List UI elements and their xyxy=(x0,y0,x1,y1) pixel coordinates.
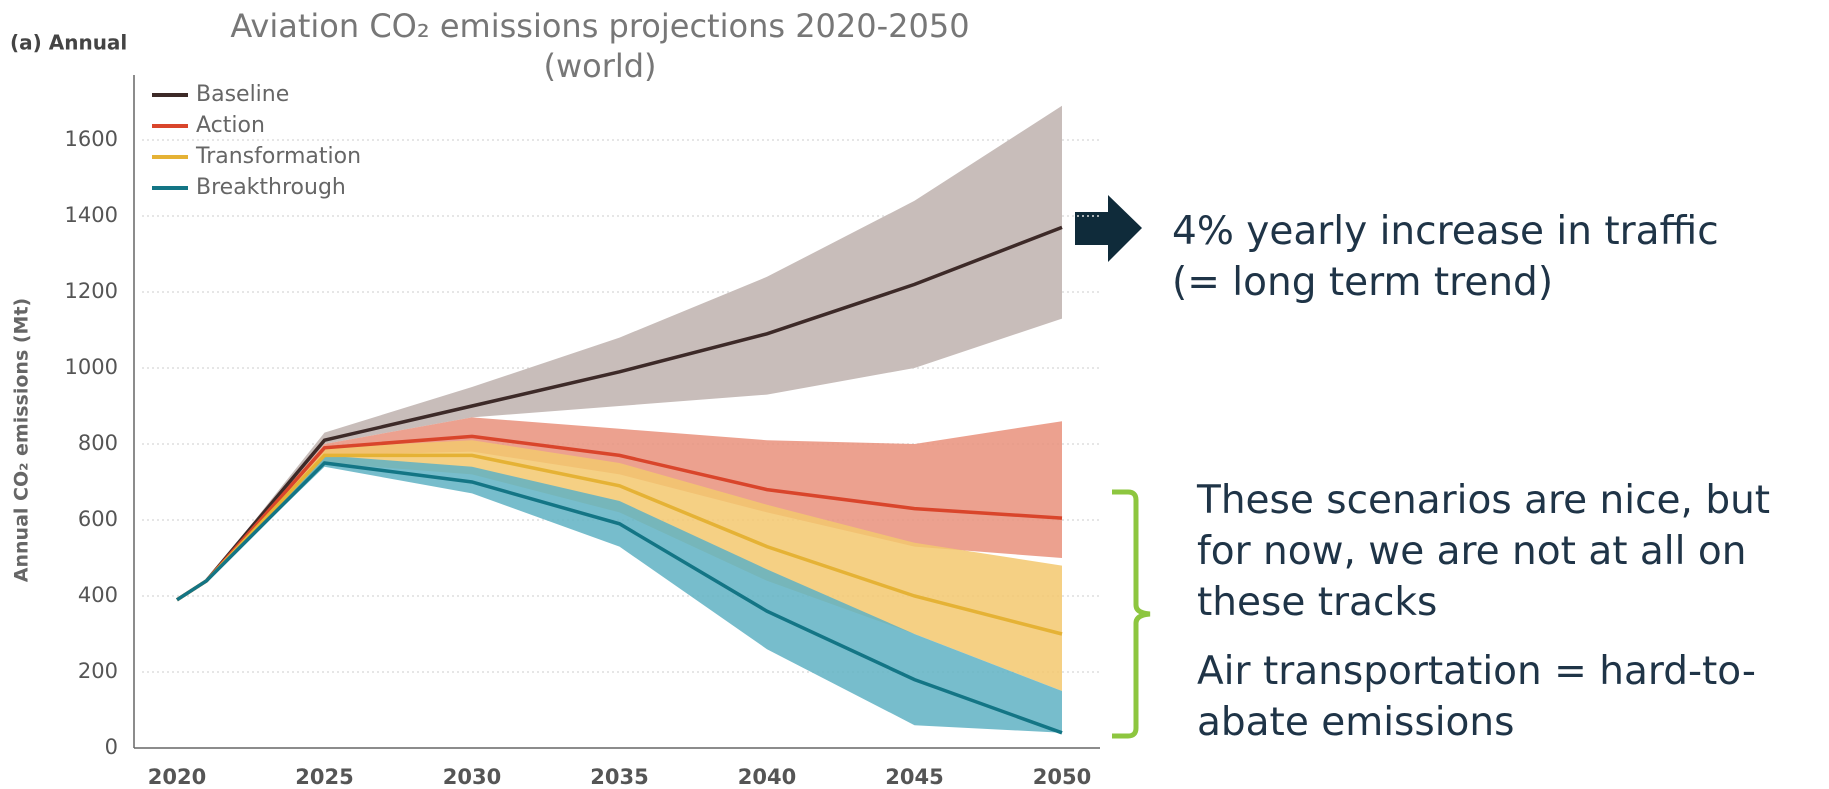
y-tick-label: 1400 xyxy=(65,203,118,227)
y-tick-label: 1200 xyxy=(65,279,118,303)
y-tick-label: 0 xyxy=(105,735,118,759)
y-axis-label: Annual CO₂ emissions (Mt) xyxy=(11,298,33,582)
legend-label: Breakthrough xyxy=(196,175,346,200)
chart-title: Aviation CO₂ emissions projections 2020-… xyxy=(230,7,970,85)
y-tick-label: 1000 xyxy=(65,355,118,379)
annotation: These scenarios are nice, but for now, w… xyxy=(1197,478,1771,625)
x-tick-label: 2035 xyxy=(590,765,648,789)
line xyxy=(176,461,1063,735)
y-tick-label: 600 xyxy=(78,507,118,531)
y-tick-label: 200 xyxy=(78,659,118,683)
band xyxy=(177,440,1062,691)
x-tick-label: 2020 xyxy=(148,765,206,789)
annotation: Air transportation = hard-to-abate emiss… xyxy=(1197,649,1756,745)
y-tick-label: 1600 xyxy=(65,127,118,151)
legend-label: Baseline xyxy=(196,82,289,107)
x-tick-label: 2040 xyxy=(738,765,796,789)
band xyxy=(177,105,1062,600)
y-tick-label: 800 xyxy=(78,431,118,455)
annotation: 4% yearly increase in traffic (= long te… xyxy=(1172,209,1719,305)
x-tick-label: 2030 xyxy=(443,765,501,789)
legend-label: Action xyxy=(196,113,265,138)
x-tick-label: 2045 xyxy=(885,765,943,789)
arrow xyxy=(1075,195,1142,262)
band xyxy=(177,417,1062,600)
panel-label: (a) Annual xyxy=(10,31,127,55)
x-tick-label: 2025 xyxy=(295,765,353,789)
legend-label: Transformation xyxy=(195,144,361,169)
x-tick-label: 2050 xyxy=(1033,765,1091,789)
bracket xyxy=(1112,489,1151,739)
y-tick-label: 400 xyxy=(78,583,118,607)
band xyxy=(177,455,1062,733)
